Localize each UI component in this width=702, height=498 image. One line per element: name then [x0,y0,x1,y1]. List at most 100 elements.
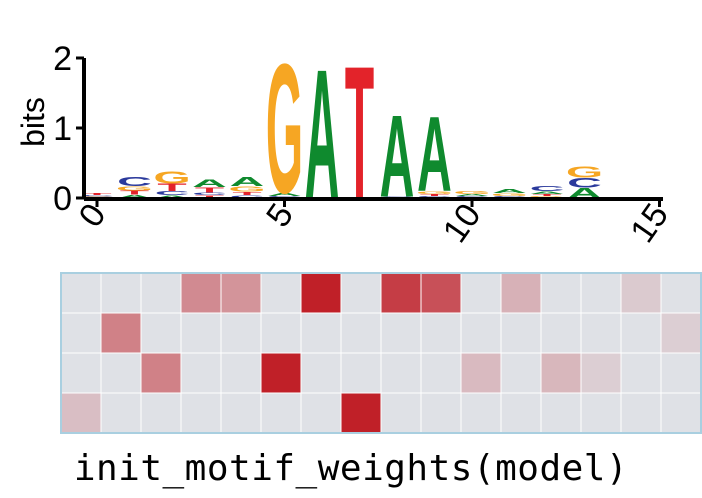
logo-letter-c: C [230,195,265,199]
heatmap-cell [300,392,342,434]
heatmap-cell [260,392,302,434]
heatmap-cell [660,392,702,434]
heatmap-cell [580,272,622,314]
logo-letter-c: C [567,176,602,191]
heatmap-cell [180,312,222,354]
heatmap-cell [380,392,422,434]
logo-letter-g: G [453,190,490,195]
heatmap-cell [500,272,542,314]
heatmap-cell [500,312,542,354]
heatmap-cell [140,392,182,434]
heatmap-cell [300,312,342,354]
heatmap-cell [660,352,702,394]
logo-letter-t: T [157,182,186,194]
heatmap-cell [60,312,102,354]
heatmap-cell [620,272,662,314]
logo-letter-t: T [532,193,562,196]
logo-letter-g: G [491,192,528,196]
logo-letter-a: A [492,188,527,194]
heatmap-cell [140,272,182,314]
logo-letter-a: A [455,193,490,196]
logo-letter-g: G [153,167,190,187]
logo-letters: GCTATGCACTGTCTACTGACAGATCACTGACAGCGAGTAC… [78,25,603,239]
heatmap-cell [500,392,542,434]
y-axis-label: bits [15,97,51,147]
heatmap-cell [620,392,662,434]
logo-letter-g: G [228,185,265,194]
heatmap-cell [220,392,262,434]
heatmap-cell [460,352,502,394]
logo-letter-a: A [192,178,227,190]
logo-letter-a: A [267,192,302,197]
logo-letter-c: C [530,184,565,193]
heatmap-cell [340,352,382,394]
heatmap-cell [180,272,222,314]
heatmap-cell [220,272,262,314]
heatmap-cell [460,312,502,354]
logo-letter-a: A [380,91,415,222]
logo-letter-a: A [117,194,152,199]
logo-letter-c: C [192,192,227,196]
heatmap-cell [380,272,422,314]
sequence-logo: GCTATGCACTGTCTACTGACAGATCACTGACAGCGAGTAC… [15,25,676,249]
heatmap-cell [220,312,262,354]
heatmap-cell [380,312,422,354]
heatmap-cell [620,352,662,394]
heatmap-cell [300,352,342,394]
logo-letter-t: T [120,189,149,195]
x-tick-label: 15 [623,197,676,250]
logo-letter-a: A [530,190,565,194]
heatmap-cell [420,392,462,434]
heatmap-cell [260,352,302,394]
logo-letter-c: C [155,190,190,196]
heatmap-cell [140,312,182,354]
y-ticks: 0 1 2 [53,40,84,218]
heatmap-cell [460,272,502,314]
heatmap-cell [580,312,622,354]
heatmap-cell [100,312,142,354]
heatmap-cell [580,392,622,434]
y-tick-label: 1 [53,110,72,148]
logo-letter-t: T [82,193,112,196]
heatmap-cell [540,392,582,434]
logo-letter-t: T [195,186,224,195]
heatmap-cell [380,352,422,394]
heatmap-cell [340,312,382,354]
heatmap-cell [60,352,102,394]
logo-letter-a: A [305,31,340,238]
heatmap-cell [340,392,382,434]
heatmap-cell [420,272,462,314]
logo-letter-a: A [230,175,265,189]
heatmap-cell [500,352,542,394]
heatmap-cell [260,312,302,354]
heatmap-cell [420,352,462,394]
heatmap-cell [260,272,302,314]
logo-letter-t: T [345,28,374,239]
y-tick-label: 0 [53,180,72,218]
logo-letter-c: C [117,175,152,189]
heatmap-cell [660,272,702,314]
heatmap-cell [180,352,222,394]
heatmap [60,272,702,434]
heatmap-cell [60,392,102,434]
heatmap-cell [220,352,262,394]
heatmap-cell [620,312,662,354]
x-tick-label: 0 [72,197,114,234]
logo-letter-t: T [420,193,450,196]
heatmap-cell [300,272,342,314]
heatmap-cell [660,312,702,354]
heatmap-cell [100,392,142,434]
logo-letter-t: T [232,191,262,196]
logo-letter-c: C [80,195,115,197]
logo-letter-a: A [155,195,190,199]
heatmap-cell [540,312,582,354]
heatmap-border [60,272,702,434]
heatmap-cell [540,352,582,394]
heatmap-cell [420,312,462,354]
heatmap-cell [140,352,182,394]
heatmap-cell [580,352,622,394]
logo-letter-g: G [566,164,603,181]
logo-letter-g: G [416,190,453,194]
heatmap-cells [60,272,702,434]
heatmap-cell [340,272,382,314]
